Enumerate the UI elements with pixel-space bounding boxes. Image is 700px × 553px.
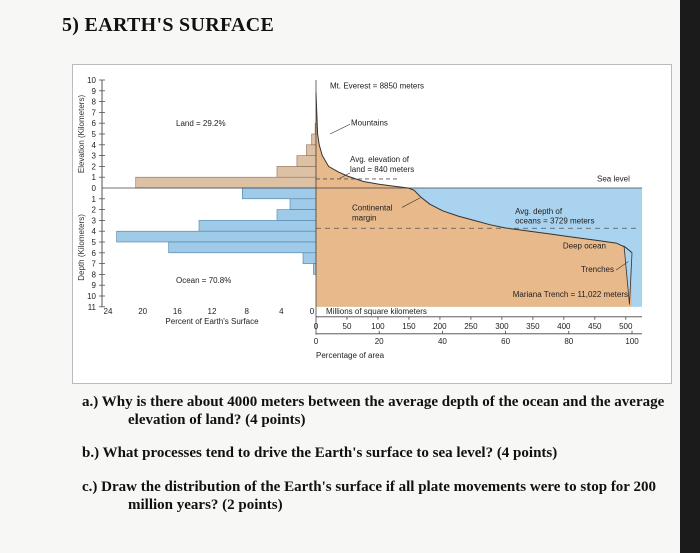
trenches-pointer [615,261,629,271]
area-tick-label: 500 [619,322,633,331]
sky-area [316,80,642,188]
mountains-pointer [329,124,351,135]
depth-tick-label: 8 [92,270,97,279]
percent-tick-label: 24 [104,307,113,316]
percentage-tick-label: 20 [375,337,384,346]
land-bar [296,155,317,167]
land-percent-label: Land = 29.2% [176,119,226,128]
everest-label: Mt. Everest = 8850 meters [330,82,424,91]
zero-tick-label: 0 [92,184,97,193]
percentage-tick-label: 60 [501,337,510,346]
elevation-axis-label: Elevation (Kilometers) [77,95,86,174]
ocean-bar [276,209,317,221]
percent-tick-label: 16 [173,307,182,316]
depth-tick-label: 5 [92,238,97,247]
land-bar [135,176,317,189]
percent-axis-label: Percent of Earth's Surface [165,317,259,326]
area-tick-label: 400 [557,322,571,331]
elev-tick-label: 7 [92,108,97,117]
percentage-tick-label: 100 [625,337,639,346]
hypsometric-curve-line [315,92,633,254]
avg-land-value-label: land = 840 meters [350,165,414,174]
ocean-bar [302,252,317,264]
avg-land-pointer [339,172,351,179]
depth-axis-label: Depth (Kilometers) [77,214,86,281]
area-tick-label: 50 [343,322,352,331]
depth-tick-label: 10 [87,292,96,301]
land-bar [276,166,317,178]
percentage-axis-label: Percentage of area [316,351,385,360]
percentage-tick-label: 40 [438,337,447,346]
mariana-label: Mariana Trench = 11,022 meters [513,290,628,299]
area-tick-label: 200 [433,322,447,331]
question-c-line1: c.) Draw the distribution of the Earth's… [82,479,656,495]
percentage-tick-label: 80 [564,337,573,346]
ocean-bar [198,220,317,232]
elev-tick-label: 8 [92,98,97,107]
area-tick-label: 450 [588,322,602,331]
crust-area [316,92,632,307]
question-c: c.) Draw the distribution of the Earth's… [82,478,672,514]
percent-tick-label: 8 [244,307,249,316]
area-tick-label: 100 [371,322,385,331]
ocean-bar [242,187,317,200]
area-tick-label: 300 [495,322,509,331]
trench-shape [623,245,633,305]
page-title: 5) EARTH'S SURFACE [62,14,275,36]
question-a-line1: a.) Why is there about 4000 meters betwe… [82,394,665,410]
elev-tick-label: 6 [92,119,97,128]
deep-ocean-label: Deep ocean [563,241,606,250]
depth-tick-label: 1 [92,195,97,204]
margin-pointer [401,197,421,208]
question-b: b.) What processes tend to drive the Ear… [82,445,558,461]
depth-tick-label: 6 [92,249,97,258]
depth-tick-label: 4 [92,227,97,236]
hypsometric-curve-panel: Mt. Everest = 8850 meters Mountains Avg. e… [102,80,642,360]
avg-ocean-label: Avg. depth of [515,207,563,216]
mountains-label: Mountains [351,118,388,127]
avg-land-label: Avg. elevation of [350,155,410,164]
land-bar [311,133,317,146]
elev-tick-label: 4 [92,141,97,150]
elev-tick-label: 3 [92,152,97,161]
area-tick-label: 250 [464,322,478,331]
ocean-bar [116,230,317,243]
background-edge [680,0,700,553]
area-axis-label: Millions of square kilometers [326,307,427,316]
question-a: a.) Why is there about 4000 meters betwe… [82,393,672,429]
area-tick-label: 150 [402,322,416,331]
trenches-label: Trenches [581,265,614,274]
depth-tick-label: 3 [92,216,97,225]
continental-margin-label: Continental [352,204,393,213]
question-c-line2: million years? (2 points) [128,497,283,513]
ocean-bar [168,241,317,254]
elev-tick-label: 5 [92,130,97,139]
depth-tick-label: 11 [88,303,97,312]
elev-tick-label: 2 [92,162,97,171]
avg-ocean-value-label: oceans = 3729 meters [515,217,594,226]
area-zero-label: 0 [310,307,315,316]
ocean-bar [289,198,317,210]
percent-tick-label: 20 [138,307,147,316]
percentage-zero-label: 0 [314,337,319,346]
ocean-percent-label: Ocean = 70.8% [176,276,231,285]
percent-tick-label: 12 [208,307,217,316]
land-bar [306,144,317,156]
depth-tick-label: 7 [92,260,97,269]
sea-level-label: Sea level [597,175,630,184]
depth-tick-label: 2 [92,206,97,215]
area-tick-label: 350 [526,322,540,331]
question-a-line2: elevation of land? (4 points) [128,412,306,428]
continental-margin-label-2: margin [352,213,376,222]
elev-tick-label: 10 [87,76,96,85]
depth-tick-label: 9 [92,281,97,290]
area-axis2-zero-top: 0 [314,322,319,331]
elev-tick-label: 1 [92,173,97,182]
elev-tick-label: 9 [92,87,97,96]
percent-tick-label: 4 [279,307,284,316]
